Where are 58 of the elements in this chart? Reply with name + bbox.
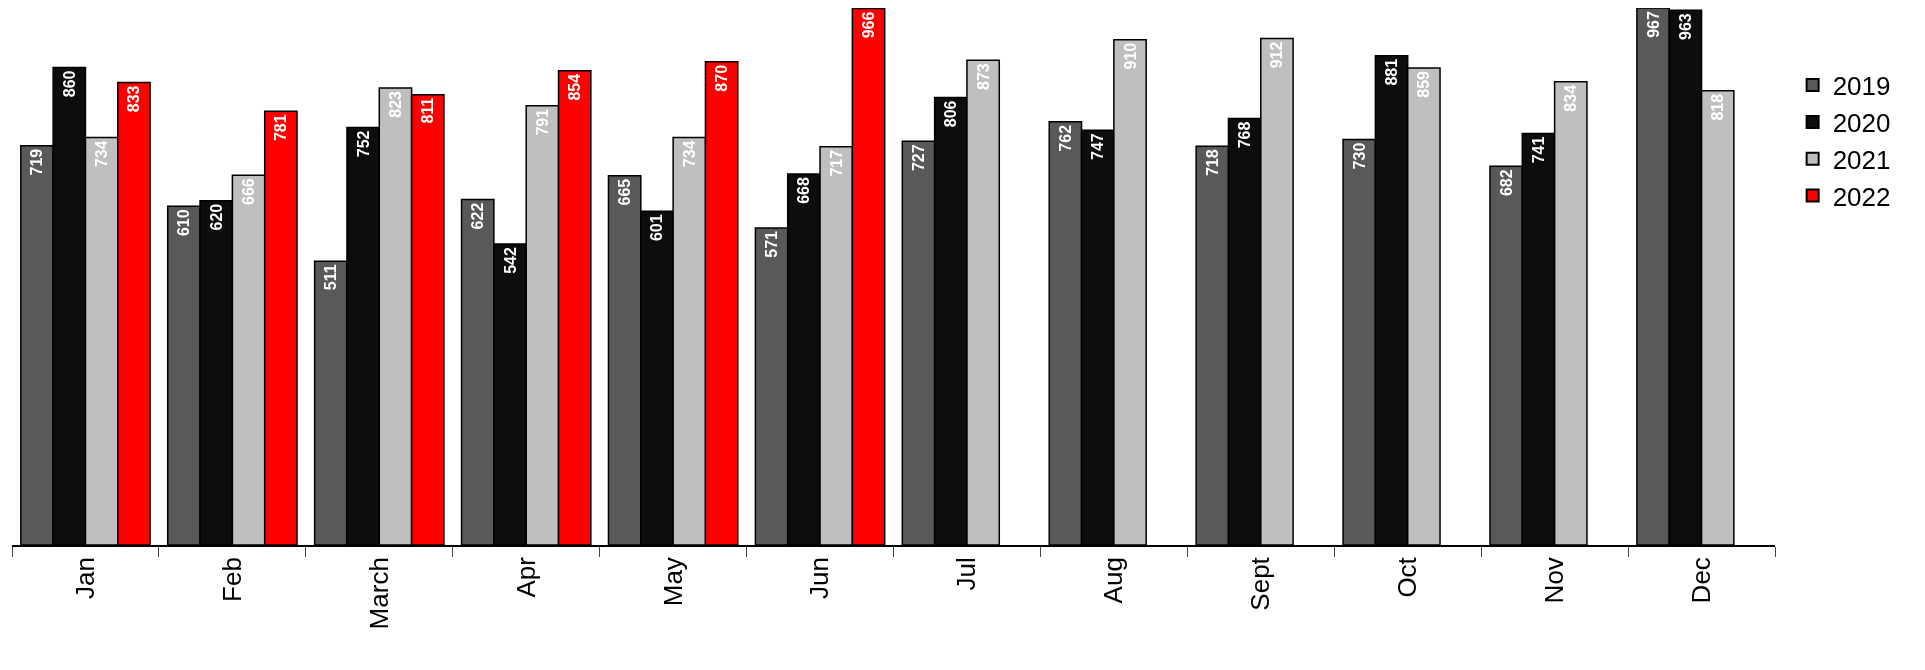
x-tick-label: Oct — [1392, 556, 1423, 598]
data-label: 860 — [60, 70, 78, 98]
data-label: 966 — [860, 11, 878, 39]
x-tick-label: Jun — [804, 557, 835, 600]
data-label: 781 — [272, 114, 290, 142]
data-label: 717 — [827, 149, 845, 177]
x-tick-label: Nov — [1539, 557, 1570, 604]
legend-label: 2022 — [1832, 181, 1891, 212]
data-label: 806 — [942, 100, 960, 128]
data-label: 610 — [175, 209, 193, 237]
data-label: 719 — [28, 148, 46, 176]
data-label: 620 — [207, 203, 225, 231]
data-label: 762 — [1056, 124, 1074, 152]
legend-label: 2020 — [1832, 108, 1891, 139]
data-label: 741 — [1529, 136, 1547, 164]
data-label: 571 — [763, 230, 781, 258]
data-label: 833 — [125, 85, 143, 113]
data-label: 734 — [93, 140, 111, 168]
legend-label: 2021 — [1832, 144, 1891, 175]
data-label: 511 — [322, 264, 340, 291]
data-label: 601 — [648, 214, 666, 242]
x-tick-label: Sept — [1245, 556, 1276, 611]
data-label: 730 — [1350, 142, 1368, 170]
data-label: 811 — [419, 97, 437, 124]
x-tick-label: Dec — [1685, 557, 1716, 604]
data-label: 870 — [713, 64, 731, 92]
x-tick-label: Aug — [1098, 557, 1129, 604]
data-label: 854 — [566, 73, 584, 101]
data-label: 668 — [795, 177, 813, 204]
x-tick-label: May — [657, 557, 688, 607]
data-label: 963 — [1676, 13, 1694, 41]
data-label: 881 — [1383, 58, 1401, 86]
x-tick-label: Apr — [510, 556, 541, 598]
data-label: 910 — [1121, 42, 1139, 70]
data-label: 727 — [909, 144, 927, 172]
data-label: 823 — [386, 90, 404, 118]
data-label: 768 — [1236, 121, 1254, 149]
data-label: 622 — [469, 202, 487, 230]
x-tick-label: Jul — [951, 557, 982, 591]
legend-label: 2019 — [1832, 71, 1891, 102]
data-label: 818 — [1709, 93, 1727, 121]
data-label: 859 — [1415, 70, 1433, 98]
data-label: 666 — [240, 178, 258, 205]
data-label: 542 — [501, 247, 519, 274]
data-label: 912 — [1268, 41, 1286, 69]
data-label: 752 — [354, 130, 372, 158]
data-label: 682 — [1497, 169, 1515, 197]
x-tick-label: March — [363, 557, 394, 630]
data-label: 665 — [616, 178, 634, 206]
data-label: 873 — [974, 63, 992, 90]
x-tick-label: Jan — [69, 557, 100, 600]
data-label: 718 — [1203, 149, 1221, 177]
data-label: 834 — [1562, 84, 1580, 112]
data-label: 747 — [1089, 133, 1107, 160]
data-label: 734 — [680, 140, 698, 168]
data-label: 791 — [533, 108, 551, 136]
x-tick-label: Feb — [216, 557, 247, 602]
data-label: 967 — [1644, 11, 1662, 38]
